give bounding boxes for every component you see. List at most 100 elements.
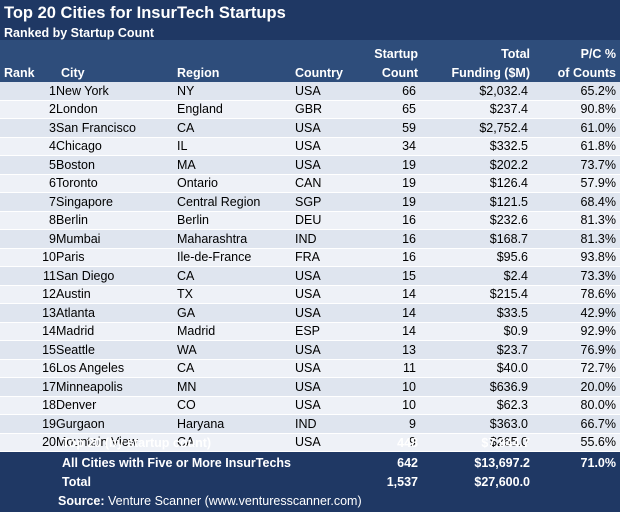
cell-startup-count: 9 [360,433,418,452]
cell-funding: $2,032.4 [418,82,530,101]
cell-country: USA [290,118,360,138]
table-row: 19 Gurgaon Haryana IND 9 $363.0 66.7% [0,414,620,434]
cell-pc-percent: 76.9% [530,340,620,360]
cell-pc-percent: 81.3% [530,229,620,249]
cell-funding: $265.0 [418,433,530,452]
cell-startup-count: 19 [360,192,418,212]
cell-city: Atlanta [56,303,172,323]
cell-city: San Francisco [56,118,172,138]
cell-country: USA [290,359,360,378]
header-funding-line2: Funding ($M) [451,66,530,80]
cell-region: WA [172,340,290,360]
cell-city: Madrid [56,322,172,341]
summary-row-all-cities: All Cities with Five or More InsurTechs … [0,454,620,474]
cell-country: IND [290,414,360,434]
cell-city: Minneapolis [56,377,172,397]
cell-startup-count: 11 [360,359,418,378]
cell-pc-percent: 92.9% [530,322,620,341]
cell-funding: $232.6 [418,211,530,230]
cell-region: Maharashtra [172,229,290,249]
table-row: 9 Mumbai Maharashtra IND 16 $168.7 81.3% [0,229,620,249]
cell-startup-count: 14 [360,285,418,304]
cell-region: CO [172,396,290,415]
cell-rank: 11 [0,266,56,286]
cell-region: Ontario [172,174,290,193]
table-row: 20 Mountain View CA USA 9 $265.0 55.6% [0,433,620,452]
cell-country: USA [290,433,360,452]
cell-region: IL [172,137,290,156]
table-row: 11 San Diego CA USA 15 $2.4 73.3% [0,266,620,286]
header-startup-count-line2: Count [381,66,418,80]
figure-title: Top 20 Cities for InsurTech Startups [4,4,286,22]
summary-funding: $13,697.2 [474,456,530,470]
table-row: 13 Atlanta GA USA 14 $33.5 42.9% [0,303,620,323]
summary-label: Top 20 (by startup count) [62,436,212,450]
header-region: Region [177,66,220,80]
table-row: 5 Boston MA USA 19 $202.2 73.7% [0,155,620,175]
cell-region: CA [172,266,290,286]
cell-pc-percent: 61.8% [530,137,620,156]
cell-pc-percent: 57.9% [530,174,620,193]
cell-rank: 3 [0,118,56,138]
cell-startup-count: 15 [360,266,418,286]
cell-country: USA [290,340,360,360]
cell-startup-count: 34 [360,137,418,156]
source-text: Venture Scanner (www.venturesscanner.com… [104,494,362,508]
cell-country: USA [290,266,360,286]
cell-country: USA [290,137,360,156]
cell-startup-count: 14 [360,322,418,341]
cell-funding: $363.0 [418,414,530,434]
cell-rank: 5 [0,155,56,175]
header-city: City [61,66,85,80]
table-row: 16 Los Angeles CA USA 11 $40.0 72.7% [0,359,620,378]
cell-city: Denver [56,396,172,415]
cell-startup-count: 65 [360,100,418,119]
cell-country: ESP [290,322,360,341]
table-row: 12 Austin TX USA 14 $215.4 78.6% [0,285,620,304]
cell-startup-count: 16 [360,248,418,267]
cell-rank: 2 [0,100,56,119]
cell-rank: 19 [0,414,56,434]
cell-pc-percent: 55.6% [530,433,620,452]
cell-rank: 20 [0,433,56,452]
cell-funding: $168.7 [418,229,530,249]
cell-city: Mountain View [56,433,172,452]
cell-region: Berlin [172,211,290,230]
cell-country: CAN [290,174,360,193]
cell-city: Seattle [56,340,172,360]
cell-funding: $2,752.4 [418,118,530,138]
cell-region: GA [172,303,290,323]
summary-label: All Cities with Five or More InsurTechs [62,456,291,470]
cell-country: USA [290,303,360,323]
cell-funding: $237.4 [418,100,530,119]
cell-region: Ile-de-France [172,248,290,267]
cell-rank: 1 [0,82,56,101]
figure-subtitle: Ranked by Startup Count [4,26,155,40]
summary-row-top20: Top 20 (by startup count) 448 $7,944.7 [0,434,620,454]
cell-pc-percent: 73.3% [530,266,620,286]
table-row: 4 Chicago IL USA 34 $332.5 61.8% [0,137,620,156]
cell-country: USA [290,82,360,101]
cell-rank: 6 [0,174,56,193]
cell-city: Austin [56,285,172,304]
cell-startup-count: 10 [360,377,418,397]
cell-region: MA [172,155,290,175]
cell-funding: $332.5 [418,137,530,156]
cell-funding: $126.4 [418,174,530,193]
cell-startup-count: 16 [360,229,418,249]
cell-city: Singapore [56,192,172,212]
cell-startup-count: 16 [360,211,418,230]
cell-funding: $636.9 [418,377,530,397]
cell-region: CA [172,118,290,138]
source-line: Source: Venture Scanner (www.venturessca… [0,492,620,512]
cell-country: GBR [290,100,360,119]
cell-country: FRA [290,248,360,267]
summary-count: 1,537 [386,475,418,489]
cell-funding: $215.4 [418,285,530,304]
cell-city: Mumbai [56,229,172,249]
header-country: Country [295,66,343,80]
cell-region: MN [172,377,290,397]
table-row: 1 New York NY USA 66 $2,032.4 65.2% [0,82,620,101]
cell-rank: 9 [0,229,56,249]
cell-rank: 14 [0,322,56,341]
